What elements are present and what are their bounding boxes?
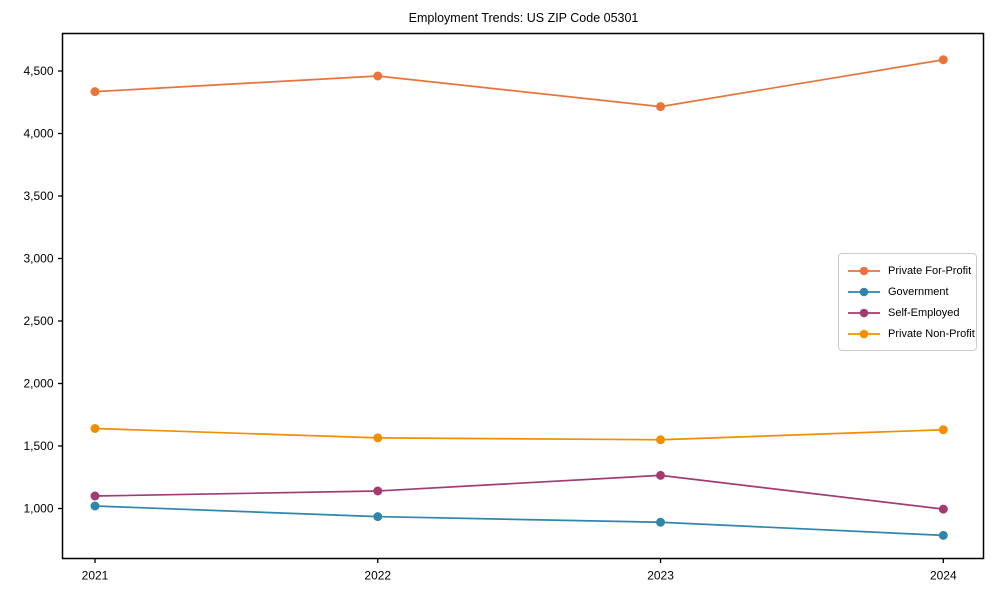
- legend-entry-government: Government: [848, 281, 976, 302]
- data-point-marker: [938, 55, 948, 65]
- legend-entry-private-non-profit: Private Non-Profit: [848, 323, 976, 344]
- y-tick-label: 4,000: [23, 127, 53, 141]
- data-point-marker: [90, 424, 100, 433]
- data-point-marker: [656, 102, 666, 112]
- y-tick-label: 3,500: [23, 189, 53, 203]
- legend-line-marker-icon: [848, 266, 880, 275]
- data-point-marker: [373, 486, 383, 496]
- data-point-marker: [656, 435, 666, 445]
- series-line-government: [94, 505, 944, 537]
- data-point-marker: [90, 87, 100, 97]
- series-line-private-for-profit: [94, 58, 944, 108]
- data-point-marker: [656, 517, 666, 527]
- series-line-private-non-profit: [94, 427, 944, 441]
- x-tick-label: 2023: [647, 569, 674, 583]
- data-point-marker: [373, 512, 383, 522]
- y-tick-label: 1,500: [23, 439, 53, 453]
- data-point-marker: [938, 504, 948, 514]
- legend-label: Private For-Profit: [888, 264, 972, 277]
- y-tick-label: 3,000: [23, 252, 53, 266]
- data-point-marker: [938, 530, 948, 540]
- legend-label: Self-Employed: [888, 306, 960, 319]
- y-tick-label: 2,000: [23, 377, 53, 391]
- series-line-self-employed: [94, 474, 944, 510]
- x-tick-label: 2024: [930, 569, 957, 583]
- chart-legend: Private For-Profit Government Self-Employe…: [838, 253, 977, 351]
- y-tick-label: 1,000: [23, 502, 53, 516]
- legend-entry-self-employed: Self-Employed: [848, 302, 976, 323]
- legend-line-marker-icon: [848, 287, 880, 296]
- legend-label: Private Non-Profit: [888, 327, 975, 340]
- legend-entry-private-for-profit: Private For-Profit: [848, 260, 976, 281]
- data-point-marker: [90, 491, 100, 501]
- data-point-marker: [373, 71, 383, 81]
- legend-line-marker-icon: [848, 329, 880, 338]
- chart-title: Employment Trends: US ZIP Code 05301: [408, 11, 639, 25]
- data-point-marker: [90, 501, 100, 511]
- y-tick-label: 4,500: [23, 64, 53, 78]
- legend-line-marker-icon: [848, 308, 880, 317]
- plot-border: [61, 32, 985, 560]
- data-point-marker: [938, 425, 948, 435]
- data-point-marker: [373, 433, 383, 443]
- x-tick-label: 2021: [82, 569, 109, 583]
- legend-label: Government: [888, 285, 949, 298]
- data-point-marker: [656, 470, 666, 480]
- x-tick-label: 2022: [364, 569, 391, 583]
- y-tick-label: 2,500: [23, 314, 53, 328]
